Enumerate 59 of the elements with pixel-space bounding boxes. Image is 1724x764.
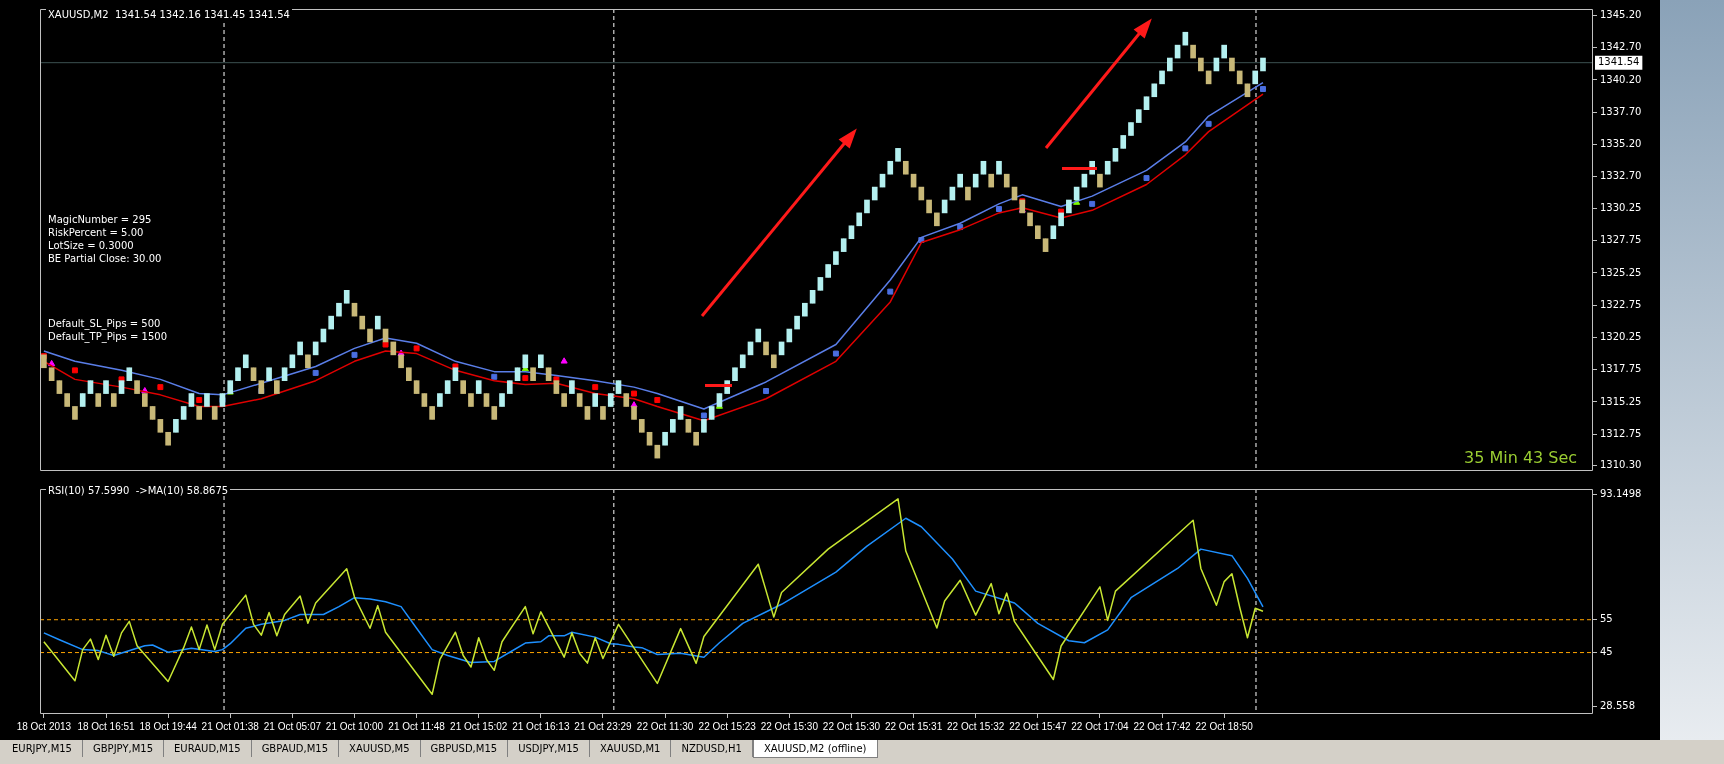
- annotation: MagicNumber = 295: [46, 214, 154, 225]
- text: GBPAUD,M15: [251, 740, 340, 757]
- text: NZDUSD,H1: [671, 740, 753, 757]
- y-tick-label: 1317.75: [1600, 363, 1642, 375]
- x-tick-label: 22 Oct 15:31: [884, 720, 943, 732]
- annotation: Default_TP_Pips = 1500: [46, 331, 170, 342]
- y-tick-label: 1320.25: [1600, 331, 1642, 343]
- y-tick-label: 1330.25: [1600, 201, 1642, 213]
- chart-title: RSI(10) 57.5990 ->MA(10) 58.8675: [46, 485, 231, 496]
- x-tick-label: 21 Oct 15:02: [450, 720, 508, 732]
- annotation: RiskPercent = 5.00: [46, 227, 146, 238]
- x-tick-label: 21 Oct 10:00: [325, 720, 384, 732]
- y-tick-label: 1327.75: [1600, 234, 1642, 246]
- annotation: Default_SL_Pips = 500: [46, 318, 163, 329]
- y-tick-label: 1335.20: [1600, 138, 1642, 150]
- x-tick-label: 21 Oct 05:07: [263, 720, 322, 732]
- y-tick-label: 1310.30: [1600, 459, 1642, 471]
- x-tick-label: 22 Oct 17:42: [1133, 720, 1192, 732]
- y-tick-label: 45: [1600, 646, 1613, 658]
- x-tick-label: 21 Oct 11:48: [388, 720, 446, 732]
- y-tick-label: 1332.70: [1600, 170, 1642, 182]
- text: XAUUSD,M2 (offline): [752, 740, 878, 758]
- x-tick-label: 21 Oct 01:38: [201, 720, 260, 732]
- y-tick-label: 1315.25: [1600, 395, 1642, 407]
- x-tick-label: 22 Oct 15:30: [760, 720, 819, 732]
- x-tick-label: 22 Oct 15:23: [698, 720, 757, 732]
- text: GBPJPY,M15: [83, 740, 165, 757]
- y-tick-label: 55: [1600, 613, 1613, 625]
- text: USDJPY,M15: [508, 740, 590, 757]
- text: EURJPY,M15: [2, 740, 83, 757]
- x-tick-label: 22 Oct 15:32: [947, 720, 1005, 732]
- y-tick-label: 1322.75: [1600, 298, 1642, 310]
- ref-line-label: 1341.54: [1598, 56, 1640, 68]
- x-tick-label: 18 Oct 16:51: [77, 720, 136, 732]
- annotation: 35 Min 43 Sec: [1462, 448, 1580, 467]
- text: XAUUSD,M1: [589, 740, 672, 757]
- y-tick-label: 1342.70: [1600, 41, 1642, 53]
- text: XAUUSD,M5: [339, 740, 421, 757]
- x-tick-label: 22 Oct 18:50: [1195, 720, 1254, 732]
- annotation: BE Partial Close: 30.00: [46, 253, 164, 264]
- y-tick-label: 93.1498: [1600, 488, 1642, 500]
- y-tick-label: 28.558: [1600, 700, 1635, 712]
- x-tick-label: 22 Oct 17:04: [1071, 720, 1129, 732]
- x-tick-label: 18 Oct 2013: [16, 720, 72, 732]
- x-tick-label: 22 Oct 15:47: [1009, 720, 1067, 732]
- x-tick-label: 21 Oct 16:13: [512, 720, 570, 732]
- chart-title: XAUUSD,M2 1341.54 1342.16 1341.45 1341.54: [46, 9, 292, 20]
- y-tick-label: 1312.75: [1600, 427, 1642, 439]
- x-tick-label: 21 Oct 23:29: [574, 720, 633, 732]
- x-tick-label: 22 Oct 11:30: [636, 720, 694, 732]
- y-tick-label: 1337.70: [1600, 105, 1642, 117]
- text: EURAUD,M15: [164, 740, 252, 757]
- y-tick-label: 1345.20: [1600, 9, 1642, 21]
- text: GBPUSD,M15: [420, 740, 509, 757]
- x-tick-label: 18 Oct 19:44: [139, 720, 198, 732]
- x-tick-label: 22 Oct 15:30: [822, 720, 881, 732]
- y-tick-label: 1325.25: [1600, 266, 1642, 278]
- y-tick-label: 1340.20: [1600, 73, 1642, 85]
- annotation: LotSize = 0.3000: [46, 240, 136, 251]
